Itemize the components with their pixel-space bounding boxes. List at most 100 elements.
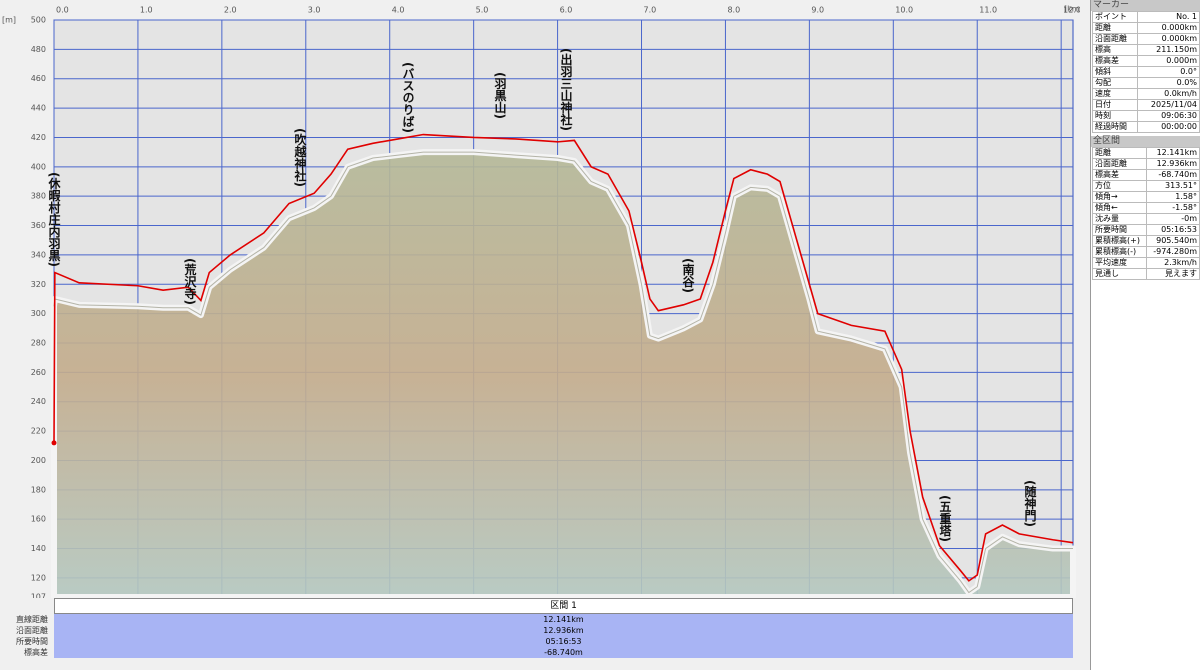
table-row: 速度 0.0km/h [1092, 88, 1200, 100]
row-label: 累積標高(+) [1091, 235, 1148, 247]
y-tick-label: 260 [31, 368, 46, 377]
x-tick-label: 11.0 [979, 6, 997, 15]
segment-label: 所要時間 [16, 637, 48, 646]
row-value: -1.58° [1146, 202, 1200, 214]
segment-panel: 区間 1 直線距離 12.141km 沿面距離 12.936km 所要時間 05:16:5… [0, 598, 1075, 660]
row-value: 0.0° [1136, 66, 1200, 78]
row-label: 標高 [1092, 44, 1138, 56]
annotation: (南谷) [681, 258, 695, 293]
terrain-line [53, 151, 1073, 594]
annotation: (出羽三山神社) [559, 48, 573, 131]
row-value: 05:16:53 [1146, 224, 1200, 236]
x-tick-label: 0.0 [56, 6, 69, 15]
row-value: 09:06:30 [1136, 110, 1200, 122]
segment-value: 05:16:53 [545, 637, 582, 646]
row-label: 沿面距離 [1091, 158, 1148, 170]
row-label: 累積標高(-) [1091, 246, 1148, 258]
total-table: 距離 12.141km 沿面距離 12.936km 標高差 -68.740m 方位 313.5… [1091, 147, 1200, 280]
annotation: (五重塔) [938, 495, 952, 542]
y-tick-label: 440 [31, 104, 46, 113]
elevation-line [53, 133, 1074, 582]
segment-label: 標高差 [24, 648, 48, 657]
table-row: 平均速度 2.3km/h [1091, 257, 1200, 269]
table-row: 方位 313.51° [1091, 180, 1200, 192]
y-tick-label: 420 [31, 133, 46, 142]
row-value: 0.000m [1136, 55, 1200, 67]
table-row: 標高差 -68.740m [1091, 169, 1200, 181]
marker-table: ポイント No. 1 距離 0.000km 沿面距離 0.000km 標高 211.150m 標… [1092, 11, 1200, 133]
row-label: 所要時間 [1091, 224, 1148, 236]
annotation: (随神門) [1023, 480, 1037, 527]
annotation: (吹越神社) [293, 128, 307, 187]
y-tick-label: 140 [31, 544, 46, 553]
y-tick-label: 380 [31, 192, 46, 201]
row-value: 見えます [1146, 268, 1200, 280]
chart: [m] [km] 107 120 140 160 180 200 220 240 260 280 3… [2, 5, 1080, 599]
row-label: ポイント [1092, 11, 1138, 23]
row-value: No. 1 [1136, 11, 1200, 23]
table-row: 標高 211.150m [1092, 44, 1200, 56]
x-tick-label: 1.0 [140, 6, 153, 15]
row-label: 沿面距離 [1092, 33, 1138, 45]
y-tick-label: 180 [31, 485, 46, 494]
x-tick-label: 4.0 [392, 6, 405, 15]
x-tick-label: 7.0 [644, 6, 657, 15]
row-value: -68.740m [1146, 169, 1200, 181]
row-value: 2.3km/h [1146, 257, 1200, 269]
row-label: 方位 [1091, 180, 1148, 192]
table-row: 距離 0.000km [1092, 22, 1200, 34]
y-tick-label: 107 [31, 593, 46, 599]
x-unit: [km] [1064, 5, 1080, 14]
row-label: 距離 [1092, 22, 1138, 34]
table-row: 時刻 09:06:30 [1092, 110, 1200, 122]
table-row: 沿面距離 12.936km [1091, 158, 1200, 170]
y-tick-label: 300 [31, 309, 46, 318]
table-row: 傾角← -1.58° [1091, 202, 1200, 214]
table-row: 日付 2025/11/04 [1092, 99, 1200, 111]
row-label: 傾角← [1091, 202, 1148, 214]
x-tick-label: 2.0 [224, 6, 237, 15]
row-value: -974.280m [1146, 246, 1200, 258]
segment-value: 12.141km [543, 615, 584, 624]
row-value: 12.936km [1146, 158, 1200, 170]
segment-value: -68.740m [544, 648, 583, 657]
table-row: 距離 12.141km [1091, 147, 1200, 159]
table-row: 傾角→ 1.58° [1091, 191, 1200, 203]
side-panel: マーカー ポイント No. 1 距離 0.000km 沿面距離 0.000km 標高 211.… [1090, 0, 1200, 670]
total-header: 全区間 [1091, 136, 1200, 147]
row-value: 313.51° [1146, 180, 1200, 192]
y-tick-label: 240 [31, 397, 46, 406]
row-label: 勾配 [1092, 77, 1138, 89]
annotation: (羽黒山) [493, 72, 507, 119]
segment-title: 区間 1 [54, 598, 1073, 614]
table-row: 沿面距離 0.000km [1092, 33, 1200, 45]
y-tick-label: 160 [31, 515, 46, 524]
row-value: 0.0km/h [1136, 88, 1200, 100]
x-tick-label: 8.0 [727, 6, 740, 15]
row-value: 905.540m [1146, 235, 1200, 247]
y-tick-label: 480 [31, 45, 46, 54]
row-value: 12.141km [1146, 147, 1200, 159]
row-label: 経過時間 [1092, 121, 1138, 133]
y-tick-label: 200 [31, 456, 46, 465]
table-row: 所要時間 05:16:53 [1091, 224, 1200, 236]
table-row: 標高差 0.000m [1092, 55, 1200, 67]
row-value: 0.000km [1136, 33, 1200, 45]
row-label: 日付 [1092, 99, 1138, 111]
table-row: 累積標高(+) 905.540m [1091, 235, 1200, 247]
row-value: 0.0% [1136, 77, 1200, 89]
row-value: 2025/11/04 [1136, 99, 1200, 111]
row-value: -0m [1146, 213, 1200, 225]
segment-label: 沿面距離 [16, 626, 48, 635]
y-tick-label: 120 [31, 573, 46, 582]
table-row: 傾斜 0.0° [1092, 66, 1200, 78]
row-label: 距離 [1091, 147, 1148, 159]
table-row: 経過時間 00:00:00 [1092, 121, 1200, 133]
x-tick-label: 3.0 [308, 6, 321, 15]
y-tick-label: 320 [31, 280, 46, 289]
x-tick-label: 12.0 [1063, 6, 1080, 15]
row-label: 傾角→ [1091, 191, 1148, 203]
annotation: (荒沢寺) [183, 258, 197, 305]
x-tick-label: 10.0 [895, 6, 913, 15]
